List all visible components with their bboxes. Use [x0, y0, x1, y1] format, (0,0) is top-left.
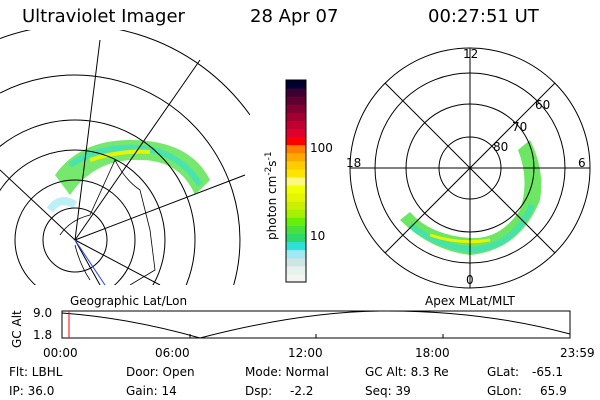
colorbar-tick-10: 10: [310, 229, 326, 243]
door: Door: Open: [126, 365, 195, 379]
colorbar-swatch: [286, 185, 306, 194]
lat-60: 60: [535, 98, 551, 112]
colorbar-swatch: [286, 176, 306, 186]
alt-ytick-top: 9.0: [33, 306, 53, 320]
altitude-plot: [61, 310, 571, 339]
date: 28 Apr 07: [250, 6, 339, 27]
colorbar-swatch: [286, 152, 306, 162]
dsp-value: -2.2: [290, 384, 314, 398]
colorbar-swatch: [286, 225, 306, 235]
colorbar-swatch: [286, 128, 306, 138]
colorbar-swatch: [286, 257, 306, 267]
right-map-label: Apex MLat/MLT: [425, 294, 515, 308]
colorbar-swatch: [286, 217, 306, 226]
mlt-0: 0: [466, 273, 474, 287]
colorbar-swatch: [286, 88, 306, 97]
colorbar-swatch: [286, 120, 306, 129]
alt-xtick: 18:00: [415, 346, 450, 360]
alt-xtick: 06:00: [155, 346, 190, 360]
colorbar-swatch: [286, 209, 306, 218]
right-aurora: [400, 140, 542, 255]
geographic-map: [0, 30, 250, 285]
mlt-12: 12: [463, 47, 479, 61]
glat-value: -65.1: [532, 365, 564, 379]
dsp-label: Dsp:: [245, 384, 273, 398]
alt-ytick-bottom: 1.8: [33, 328, 53, 342]
mlt-6: 6: [578, 156, 586, 170]
mode: Mode: Normal: [245, 365, 329, 379]
filter: Flt: LBHL: [9, 365, 63, 379]
glon-value: 65.9: [540, 384, 567, 398]
colorbar-swatch: [286, 241, 306, 251]
seq: Seq: 39: [365, 384, 411, 398]
apex-polar-map: [349, 47, 591, 289]
colorbar-tick-100: 100: [310, 141, 333, 155]
colorbar-swatch: [286, 273, 306, 283]
glat-label: GLat:: [487, 365, 520, 379]
colorbar: [286, 80, 306, 283]
gain: Gain: 14: [126, 384, 177, 398]
time: 00:27:51 UT: [428, 6, 539, 27]
colorbar-swatch: [286, 201, 306, 210]
colorbar-swatch: [286, 144, 306, 154]
lat-80: 80: [493, 140, 509, 154]
left-aurora: [46, 140, 210, 213]
colorbar-swatch: [286, 168, 306, 178]
alt-xtick: 12:00: [288, 346, 323, 360]
colorbar-swatch: [286, 96, 306, 105]
alt-xtick: 23:59: [560, 346, 595, 360]
instrument-title: Ultraviolet Imager: [22, 6, 185, 27]
left-map-label: Geographic Lat/Lon: [70, 294, 188, 308]
mlt-18: 18: [346, 156, 362, 170]
colorbar-swatch: [286, 136, 306, 146]
colorbar-swatch: [286, 265, 306, 275]
alt-xtick: 00:00: [43, 346, 78, 360]
colorbar-swatch: [286, 112, 306, 121]
colorbar-swatch: [286, 104, 306, 113]
colorbar-label: photon cm-2s-1: [264, 151, 279, 240]
ip: IP: 36.0: [9, 384, 55, 398]
colorbar-swatch: [286, 193, 306, 202]
lat-70: 70: [512, 120, 528, 134]
colorbar-swatch: [286, 249, 306, 259]
gc-alt: GC Alt: 8.3 Re: [365, 365, 449, 379]
alt-ylabel: GC Alt: [10, 310, 24, 348]
colorbar-swatch: [286, 160, 306, 170]
colorbar-swatch: [286, 233, 306, 243]
glon-label: GLon:: [487, 384, 522, 398]
colorbar-swatch: [286, 80, 306, 89]
